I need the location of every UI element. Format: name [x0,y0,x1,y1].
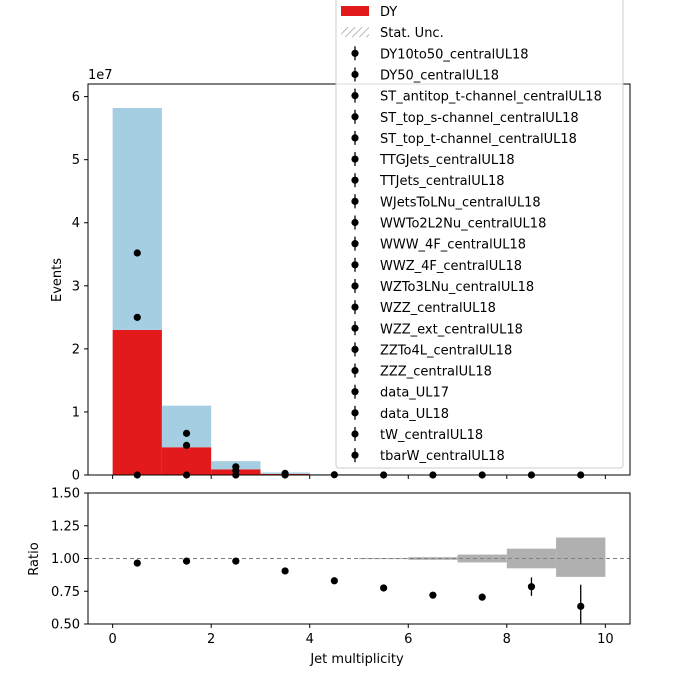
ratio-point-3 [281,567,289,575]
ratio-point-2 [232,557,240,565]
legend-label-4: ST_antitop_t-channel_centralUL18 [380,90,602,105]
legend-marker-11 [351,240,359,248]
ratio-point-6 [429,591,437,599]
x-axis-label: Jet multiplicity [309,652,404,667]
legend-marker-10 [351,218,359,227]
legend-label-13: WZTo3LNu_centralUL18 [380,280,534,295]
legend-label-6: ST_top_t-channel_centralUL18 [380,132,577,147]
legend-label-18: data_UL17 [380,386,449,401]
legend-label-21: tbarW_centralUL18 [380,449,505,464]
legend-marker-4 [351,92,359,100]
main-ytick-label-1: 1 [72,405,80,420]
main-ytick-label-0: 0 [72,469,80,484]
legend-marker-17 [351,366,359,375]
ratio-point-5 [380,584,388,592]
legend-marker-16 [351,345,359,353]
ratio-ytick-label-1: 0.75 [51,585,80,600]
ratio-point-1 [182,557,191,565]
legend-label-10: WWTo2L2Nu_centralUL18 [380,217,546,232]
ratio-point-7 [478,593,486,601]
bar-series1-bin1 [161,405,212,448]
ratio-ytick-label-3: 1.25 [51,519,80,534]
legend-marker-14 [351,303,359,311]
ratio-ytick-label-4: 1.50 [51,487,80,502]
legend-marker-15 [351,324,359,332]
ratio-panel: 0.50 0.75 1.00 1.25 1.50 0 2 4 6 8 10 Ratio Jet m… [27,487,631,667]
legend-label-14: WZZ_centralUL18 [380,301,496,316]
main-y-exponent: 1e7 [88,68,113,83]
legend-label-12: WWZ_4F_centralUL18 [380,259,522,274]
legend-marker-7 [351,155,359,163]
legend-label-2: DY10to50_centralUL18 [380,47,529,62]
ratio-xtick-label-4: 8 [503,632,511,647]
legend-label-19: data_UL18 [380,407,449,422]
legend-marker-8 [351,176,359,184]
ratio-ytick-label-0: 0.50 [51,618,80,633]
main-ytick-label-3: 3 [72,279,80,294]
legend-label-1: Stat. Unc. [380,26,444,41]
legend-marker-13 [351,282,359,290]
legend-patch-0 [341,6,369,16]
legend-label-16: ZZTo4L_centralUL18 [380,343,512,358]
legend-marker-3 [351,70,359,79]
legend-marker-5 [351,113,359,121]
ratio-xtick-label-1: 2 [207,632,215,647]
ratio-xtick-label-0: 0 [108,632,116,647]
ratio-xtick-label-2: 4 [306,632,314,647]
ratio-xtick-label-3: 6 [404,632,412,647]
legend-marker-9 [351,197,359,205]
legend-label-11: WWW_4F_centralUL18 [380,238,526,253]
main-data-point-3 [182,429,191,437]
legend-label-15: WZZ_ext_centralUL18 [380,322,523,337]
legend-marker-12 [351,261,359,269]
legend-label-0: DY [380,5,397,20]
bar-series1-bin0 [112,107,162,330]
legend-label-9: WJetsToLNu_centralUL18 [380,195,541,210]
main-ytick-label-6: 6 [72,90,80,105]
legend-marker-6 [351,134,359,142]
legend-label-8: TTJets_centralUL18 [379,174,505,189]
legend-marker-18 [351,388,359,396]
legend-marker-21 [351,451,359,459]
main-panel: 0 1 2 3 4 5 6 Events 1e7 [50,68,631,484]
main-data-point-4 [182,441,191,449]
legend: DY Stat. Unc. DY10to50_centralUL18 DY50_cen… [335,0,624,469]
main-y-axis-label: Events [50,258,65,302]
legend-label-7: TTGJets_centralUL18 [379,153,515,168]
ratio-ytick-label-2: 1.00 [51,552,80,567]
ratio-point-0 [133,559,141,567]
main-ytick-label-4: 4 [72,216,80,231]
legend-label-3: DY50_centralUL18 [380,68,499,83]
ratio-point-4 [330,577,338,585]
main-data-point-0 [133,249,141,257]
legend-marker-19 [351,409,359,417]
ratio-point-9 [577,602,585,610]
bar-series0-bin0 [112,329,162,475]
legend-label-20: tW_centralUL18 [380,428,483,443]
legend-label-5: ST_top_s-channel_centralUL18 [380,111,579,126]
legend-hatch-1 [341,27,369,38]
main-data-point-1 [133,313,141,321]
ratio-xtick-label-5: 10 [597,632,614,647]
legend-marker-2 [351,49,359,57]
legend-frame [335,0,624,469]
ratio-unc-band-4 [556,537,606,577]
legend-label-17: ZZZ_centralUL18 [380,365,492,380]
legend-marker-20 [351,430,359,438]
ratio-y-axis-label: Ratio [27,542,42,575]
bar-series0-bin1 [161,447,212,475]
main-ytick-label-2: 2 [72,342,80,357]
main-ytick-label-5: 5 [72,153,80,168]
ratio-point-8 [527,583,536,591]
